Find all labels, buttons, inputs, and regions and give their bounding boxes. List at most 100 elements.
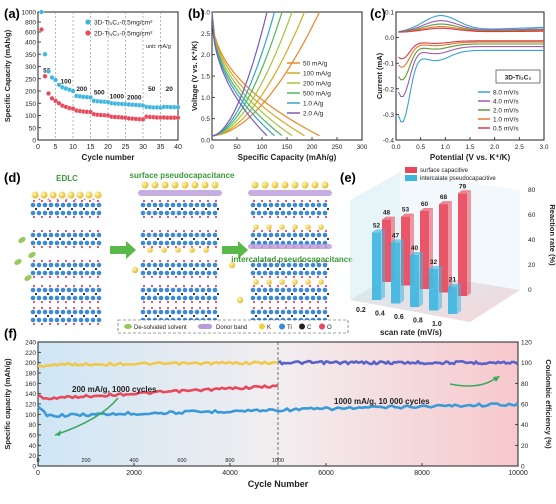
c-atom bbox=[290, 314, 294, 318]
c-atom bbox=[94, 237, 98, 241]
x-tick-label: 200 bbox=[307, 144, 318, 151]
c-atom bbox=[168, 314, 172, 318]
o-atom bbox=[48, 215, 52, 219]
c-atom bbox=[58, 207, 62, 211]
o-atom bbox=[80, 229, 84, 233]
k-ion bbox=[291, 181, 299, 189]
c-atom bbox=[168, 292, 172, 296]
o-atom bbox=[48, 275, 52, 279]
discharge-curve bbox=[211, 11, 275, 137]
o-atom bbox=[260, 306, 264, 310]
o-atom bbox=[150, 306, 154, 310]
o-atom bbox=[268, 306, 272, 310]
o-atom bbox=[316, 284, 320, 288]
o-atom bbox=[56, 300, 60, 304]
ti-atom bbox=[188, 202, 194, 208]
ti-atom bbox=[188, 262, 194, 268]
charge-curve bbox=[211, 11, 276, 137]
o-atom bbox=[292, 306, 296, 310]
o-atom bbox=[276, 300, 280, 304]
donor-band bbox=[248, 190, 332, 196]
c-atom bbox=[70, 207, 74, 211]
o-atom bbox=[190, 300, 194, 304]
o-atom bbox=[142, 284, 146, 288]
o-atom bbox=[142, 275, 146, 279]
c-atom bbox=[58, 237, 62, 241]
panel-label-e: (e) bbox=[340, 170, 356, 185]
ti-atom bbox=[164, 309, 170, 315]
ti-atom bbox=[140, 210, 146, 216]
o-atom bbox=[96, 284, 100, 288]
ti-atom bbox=[280, 202, 286, 208]
c-atom bbox=[326, 237, 330, 241]
cv-anodic-curve bbox=[398, 15, 544, 33]
ti-atom bbox=[176, 240, 182, 246]
ti-atom bbox=[188, 232, 194, 238]
y-tick-label: 1.5 bbox=[201, 74, 210, 81]
k-ion bbox=[40, 191, 48, 199]
bar bbox=[429, 268, 438, 311]
o-atom bbox=[88, 306, 92, 310]
y2-tick-label: 0 bbox=[521, 464, 525, 471]
c-atom bbox=[216, 237, 220, 241]
k-ion bbox=[147, 247, 153, 253]
o-atom bbox=[182, 259, 186, 263]
ti-atom bbox=[140, 287, 146, 293]
ti-atom bbox=[42, 309, 48, 315]
o-atom bbox=[198, 229, 202, 233]
process-arrow bbox=[110, 241, 136, 259]
c-atom bbox=[326, 314, 330, 318]
o-atom bbox=[166, 300, 170, 304]
ti-atom bbox=[262, 295, 268, 301]
schematic-title: surface pseudocapacitance bbox=[130, 171, 235, 180]
o-atom bbox=[64, 306, 68, 310]
legend-swatch bbox=[405, 175, 417, 181]
o-atom bbox=[260, 199, 264, 203]
c-atom bbox=[34, 237, 38, 241]
o-atom bbox=[72, 306, 76, 310]
ti-atom bbox=[42, 210, 48, 216]
data-point bbox=[53, 98, 58, 104]
c-atom bbox=[46, 237, 50, 241]
o-atom bbox=[142, 199, 146, 203]
o-atom bbox=[48, 284, 52, 288]
o-atom bbox=[214, 284, 218, 288]
x-axis-label: scan rate (mV/s) bbox=[380, 328, 442, 337]
y-tick-label: 80 bbox=[29, 422, 37, 429]
ti-atom bbox=[310, 210, 316, 216]
data-label: 53 bbox=[402, 207, 410, 214]
legend-marker bbox=[85, 30, 91, 36]
o-atom bbox=[40, 199, 44, 203]
o-atom bbox=[32, 300, 36, 304]
o-atom bbox=[198, 245, 202, 249]
ti-atom bbox=[140, 232, 146, 238]
y2-tick-label: 60 bbox=[521, 402, 529, 409]
o-atom bbox=[308, 284, 312, 288]
ti-atom bbox=[212, 287, 218, 293]
o-atom bbox=[32, 275, 36, 279]
x-tick-label: 0.8 bbox=[413, 318, 423, 325]
c-atom bbox=[34, 207, 38, 211]
c-atom bbox=[70, 314, 74, 318]
ti-atom bbox=[194, 240, 200, 246]
ti-atom bbox=[176, 232, 182, 238]
o-atom bbox=[206, 215, 210, 219]
ti-atom bbox=[262, 232, 268, 238]
o-atom bbox=[292, 300, 296, 304]
ti-atom bbox=[36, 309, 42, 315]
o-atom bbox=[48, 229, 52, 233]
ti-atom bbox=[146, 240, 152, 246]
data-label: 60 bbox=[421, 201, 429, 208]
ti-atom bbox=[152, 210, 158, 216]
inset-x-tick-label: 200 bbox=[81, 458, 90, 464]
ti-atom bbox=[304, 232, 310, 238]
c-atom bbox=[254, 207, 258, 211]
solvent-molecule bbox=[28, 252, 36, 258]
ti-atom bbox=[30, 309, 36, 315]
legend-label: intercalate pseudocapacitive bbox=[420, 176, 496, 182]
x-tick-label: 0 bbox=[36, 144, 40, 151]
k-ion bbox=[67, 191, 75, 199]
c-atom bbox=[278, 314, 282, 318]
x-tick-label: 0.0 bbox=[391, 144, 400, 151]
